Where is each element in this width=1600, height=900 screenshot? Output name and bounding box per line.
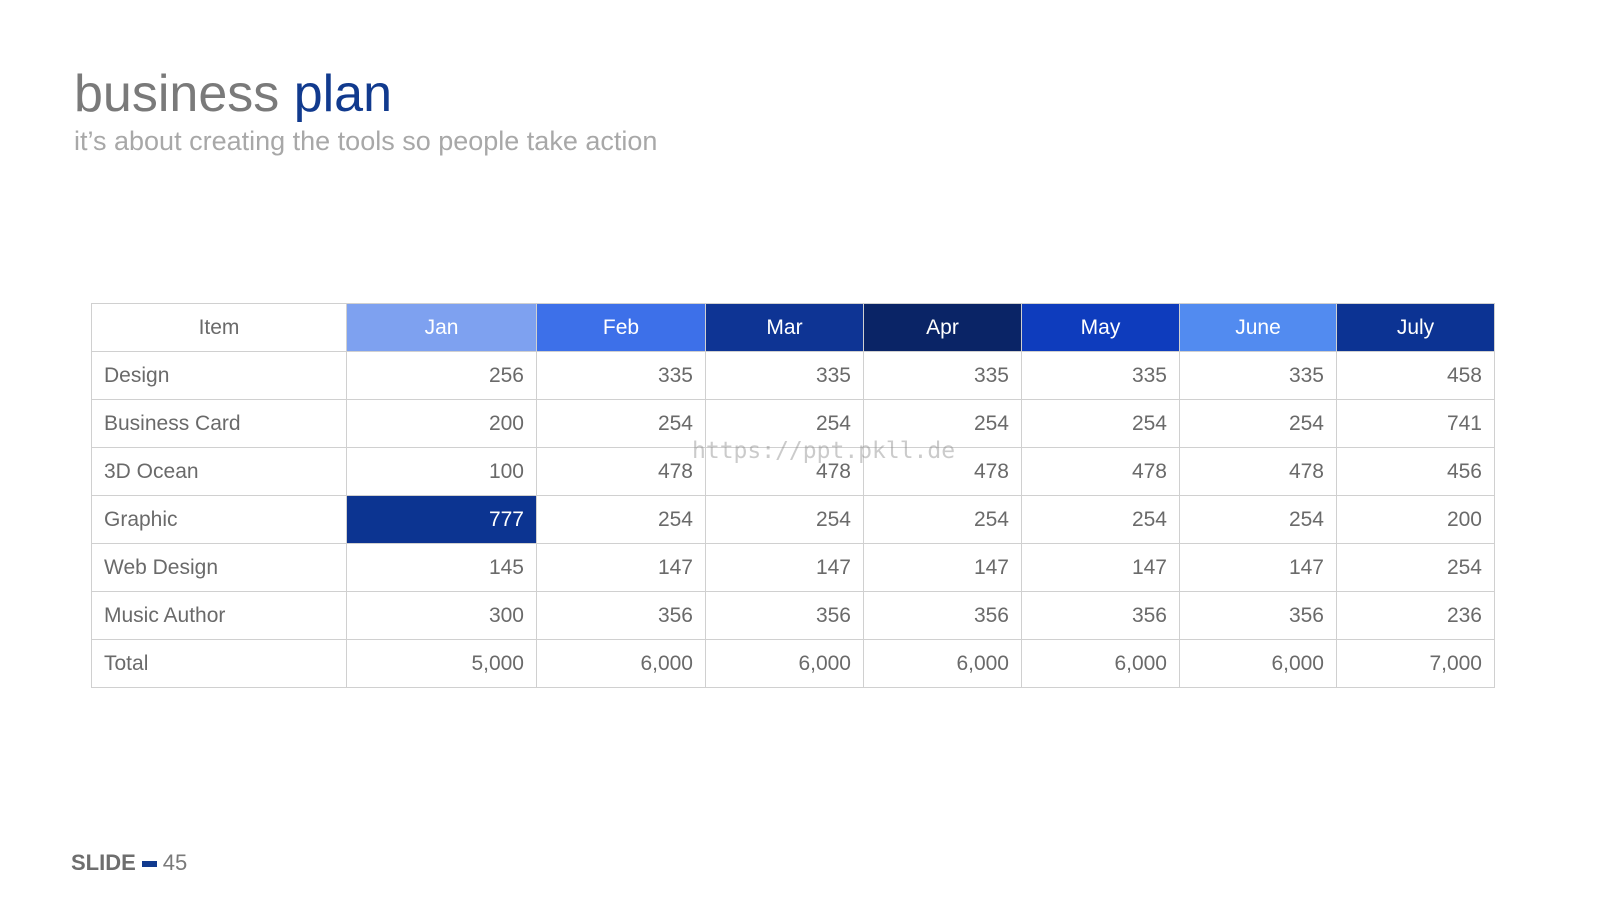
title-word: plan [293, 65, 392, 123]
footer: SLIDE 45 [71, 850, 187, 876]
column-header: Apr [863, 303, 1022, 352]
column-header: July [1336, 303, 1495, 352]
row-label: Music Author [91, 591, 347, 640]
cell: 254 [1021, 399, 1180, 448]
column-header: Item [91, 303, 347, 352]
cell: 7,000 [1336, 639, 1495, 688]
cell: 254 [705, 399, 864, 448]
cell: 254 [536, 495, 706, 544]
data-table: Item Jan Feb Mar Apr May June July Design 256 335… [91, 303, 1495, 688]
cell: 145 [346, 543, 537, 592]
footer-dash [141, 861, 157, 868]
cell: 335 [863, 351, 1022, 400]
cell: 356 [1021, 591, 1180, 640]
cell: 254 [536, 399, 706, 448]
cell: 356 [536, 591, 706, 640]
table-row: 3D Ocean 100 478 478 478 478 478 456 [91, 447, 1495, 496]
cell: 147 [1179, 543, 1337, 592]
cell: 6,000 [863, 639, 1022, 688]
column-header: Mar [705, 303, 864, 352]
cell: 147 [705, 543, 864, 592]
cell: 200 [1336, 495, 1495, 544]
cell: 254 [1179, 495, 1337, 544]
cell: 254 [1179, 399, 1337, 448]
cell: 456 [1336, 447, 1495, 496]
cell: 6,000 [1021, 639, 1180, 688]
table-row: Total 5,000 6,000 6,000 6,000 6,000 6,000 7,000 [91, 639, 1495, 688]
title: business plan [74, 64, 392, 124]
cell: 478 [1179, 447, 1337, 496]
cell: 254 [863, 495, 1022, 544]
cell: 478 [705, 447, 864, 496]
cell: 254 [1336, 543, 1495, 592]
row-label: Web Design [91, 543, 347, 592]
row-label: Graphic [91, 495, 347, 544]
slide-label: SLIDE [71, 850, 136, 875]
cell: 335 [705, 351, 864, 400]
cell: 5,000 [346, 639, 537, 688]
table-row: Design 256 335 335 335 335 335 458 [91, 351, 1495, 400]
cell: 236 [1336, 591, 1495, 640]
cell: 356 [863, 591, 1022, 640]
cell: 100 [346, 447, 537, 496]
watermark: https://ppt.pkll.de [692, 438, 956, 464]
cell: 335 [1179, 351, 1337, 400]
cell: 478 [536, 447, 706, 496]
row-label: 3D Ocean [91, 447, 347, 496]
title-word: business [74, 65, 280, 123]
row-label: Design [91, 351, 347, 400]
table-row: Graphic 777 254 254 254 254 254 200 [91, 495, 1495, 544]
cell: 300 [346, 591, 537, 640]
subtitle: it’s about creating the tools so people … [74, 126, 658, 156]
cell: 478 [1021, 447, 1180, 496]
cell: 256 [346, 351, 537, 400]
cell: 335 [1021, 351, 1180, 400]
cell: 6,000 [705, 639, 864, 688]
column-header: Jan [346, 303, 537, 352]
cell: 335 [536, 351, 706, 400]
cell: 147 [536, 543, 706, 592]
cell: 478 [863, 447, 1022, 496]
slide-number: 45 [162, 850, 188, 875]
cell: 6,000 [536, 639, 706, 688]
cell: 356 [705, 591, 864, 640]
column-header: Feb [536, 303, 706, 352]
header-row: Item Jan Feb Mar Apr May June July [91, 303, 1495, 352]
cell: 254 [1021, 495, 1180, 544]
row-label: Total [91, 639, 347, 688]
cell: 741 [1336, 399, 1495, 448]
row-label: Business Card [91, 399, 347, 448]
cell: 356 [1179, 591, 1337, 640]
column-header: June [1179, 303, 1337, 352]
cell: 777 [346, 495, 537, 544]
cell: 147 [863, 543, 1022, 592]
cell: 200 [346, 399, 537, 448]
cell: 254 [705, 495, 864, 544]
column-header: May [1021, 303, 1180, 352]
table-row: Business Card 200 254 254 254 254 254 741 [91, 399, 1495, 448]
table-row: Music Author 300 356 356 356 356 356 236 [91, 591, 1495, 640]
table-row: Web Design 145 147 147 147 147 147 254 [91, 543, 1495, 592]
cell: 458 [1336, 351, 1495, 400]
cell: 6,000 [1179, 639, 1337, 688]
table-body: Design 256 335 335 335 335 335 458 Business Card… [91, 351, 1495, 688]
cell: 147 [1021, 543, 1180, 592]
